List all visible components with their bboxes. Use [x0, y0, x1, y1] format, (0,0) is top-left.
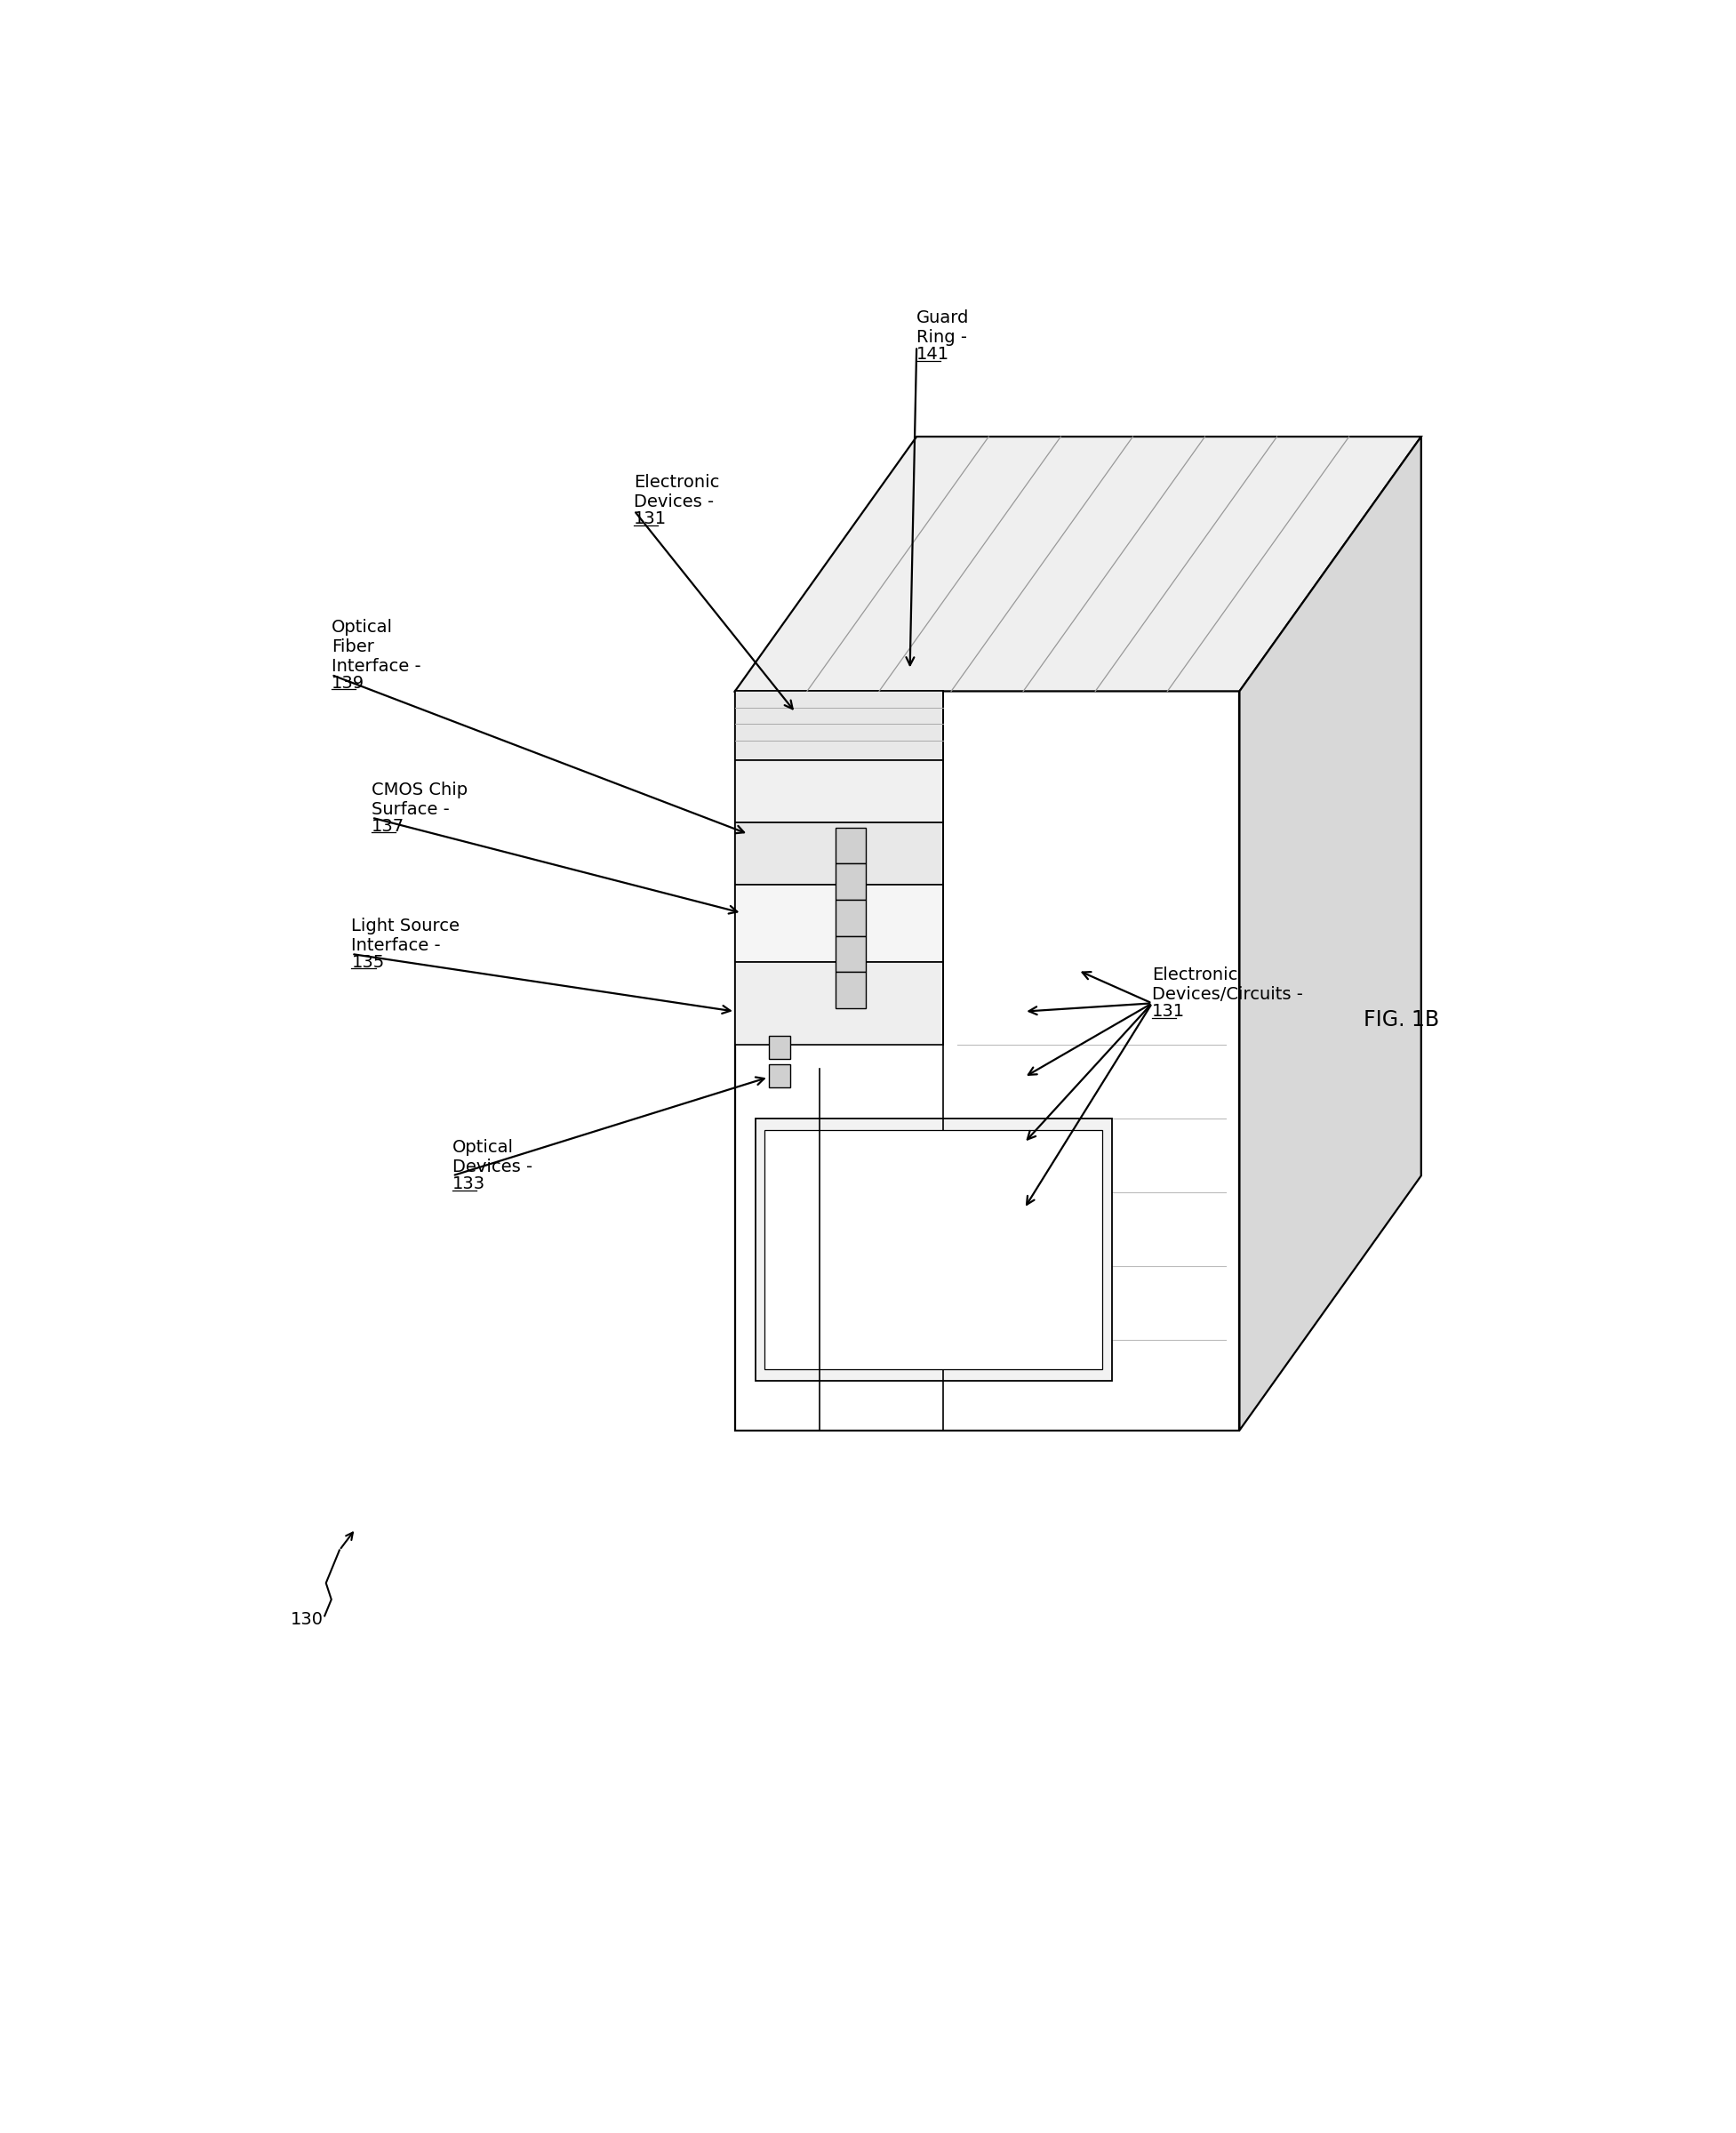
Polygon shape [769, 1064, 790, 1088]
Text: 133: 133 [453, 1175, 486, 1192]
Polygon shape [755, 1118, 1111, 1380]
Text: FIG. 1B: FIG. 1B [1363, 1009, 1439, 1030]
Text: Optical
Devices -: Optical Devices - [453, 1139, 538, 1175]
Polygon shape [734, 962, 944, 1045]
Text: Light Source
Interface -: Light Source Interface - [351, 917, 460, 953]
Text: CMOS Chip
Surface -: CMOS Chip Surface - [372, 781, 467, 817]
Polygon shape [734, 691, 944, 759]
Text: 131: 131 [634, 510, 667, 527]
Polygon shape [734, 823, 944, 885]
Polygon shape [837, 900, 866, 936]
Text: 141: 141 [917, 346, 950, 363]
Text: 130: 130 [292, 1610, 325, 1627]
Polygon shape [769, 1037, 790, 1060]
Text: 139: 139 [332, 674, 365, 691]
Polygon shape [837, 828, 866, 864]
Polygon shape [764, 1130, 1102, 1369]
Polygon shape [734, 691, 1240, 1431]
Polygon shape [734, 437, 1422, 691]
Text: 137: 137 [372, 817, 404, 834]
Polygon shape [734, 759, 944, 823]
Polygon shape [1240, 437, 1422, 1431]
Polygon shape [837, 864, 866, 900]
Text: Electronic
Devices -: Electronic Devices - [634, 474, 720, 510]
Text: Optical
Fiber
Interface -: Optical Fiber Interface - [332, 619, 427, 674]
Polygon shape [837, 973, 866, 1009]
Text: 131: 131 [1153, 1003, 1186, 1020]
Text: Guard
Ring -: Guard Ring - [917, 309, 972, 346]
Text: Electronic
Devices/Circuits -: Electronic Devices/Circuits - [1153, 966, 1309, 1003]
Polygon shape [837, 936, 866, 973]
Text: 135: 135 [351, 953, 385, 971]
Polygon shape [734, 885, 944, 962]
